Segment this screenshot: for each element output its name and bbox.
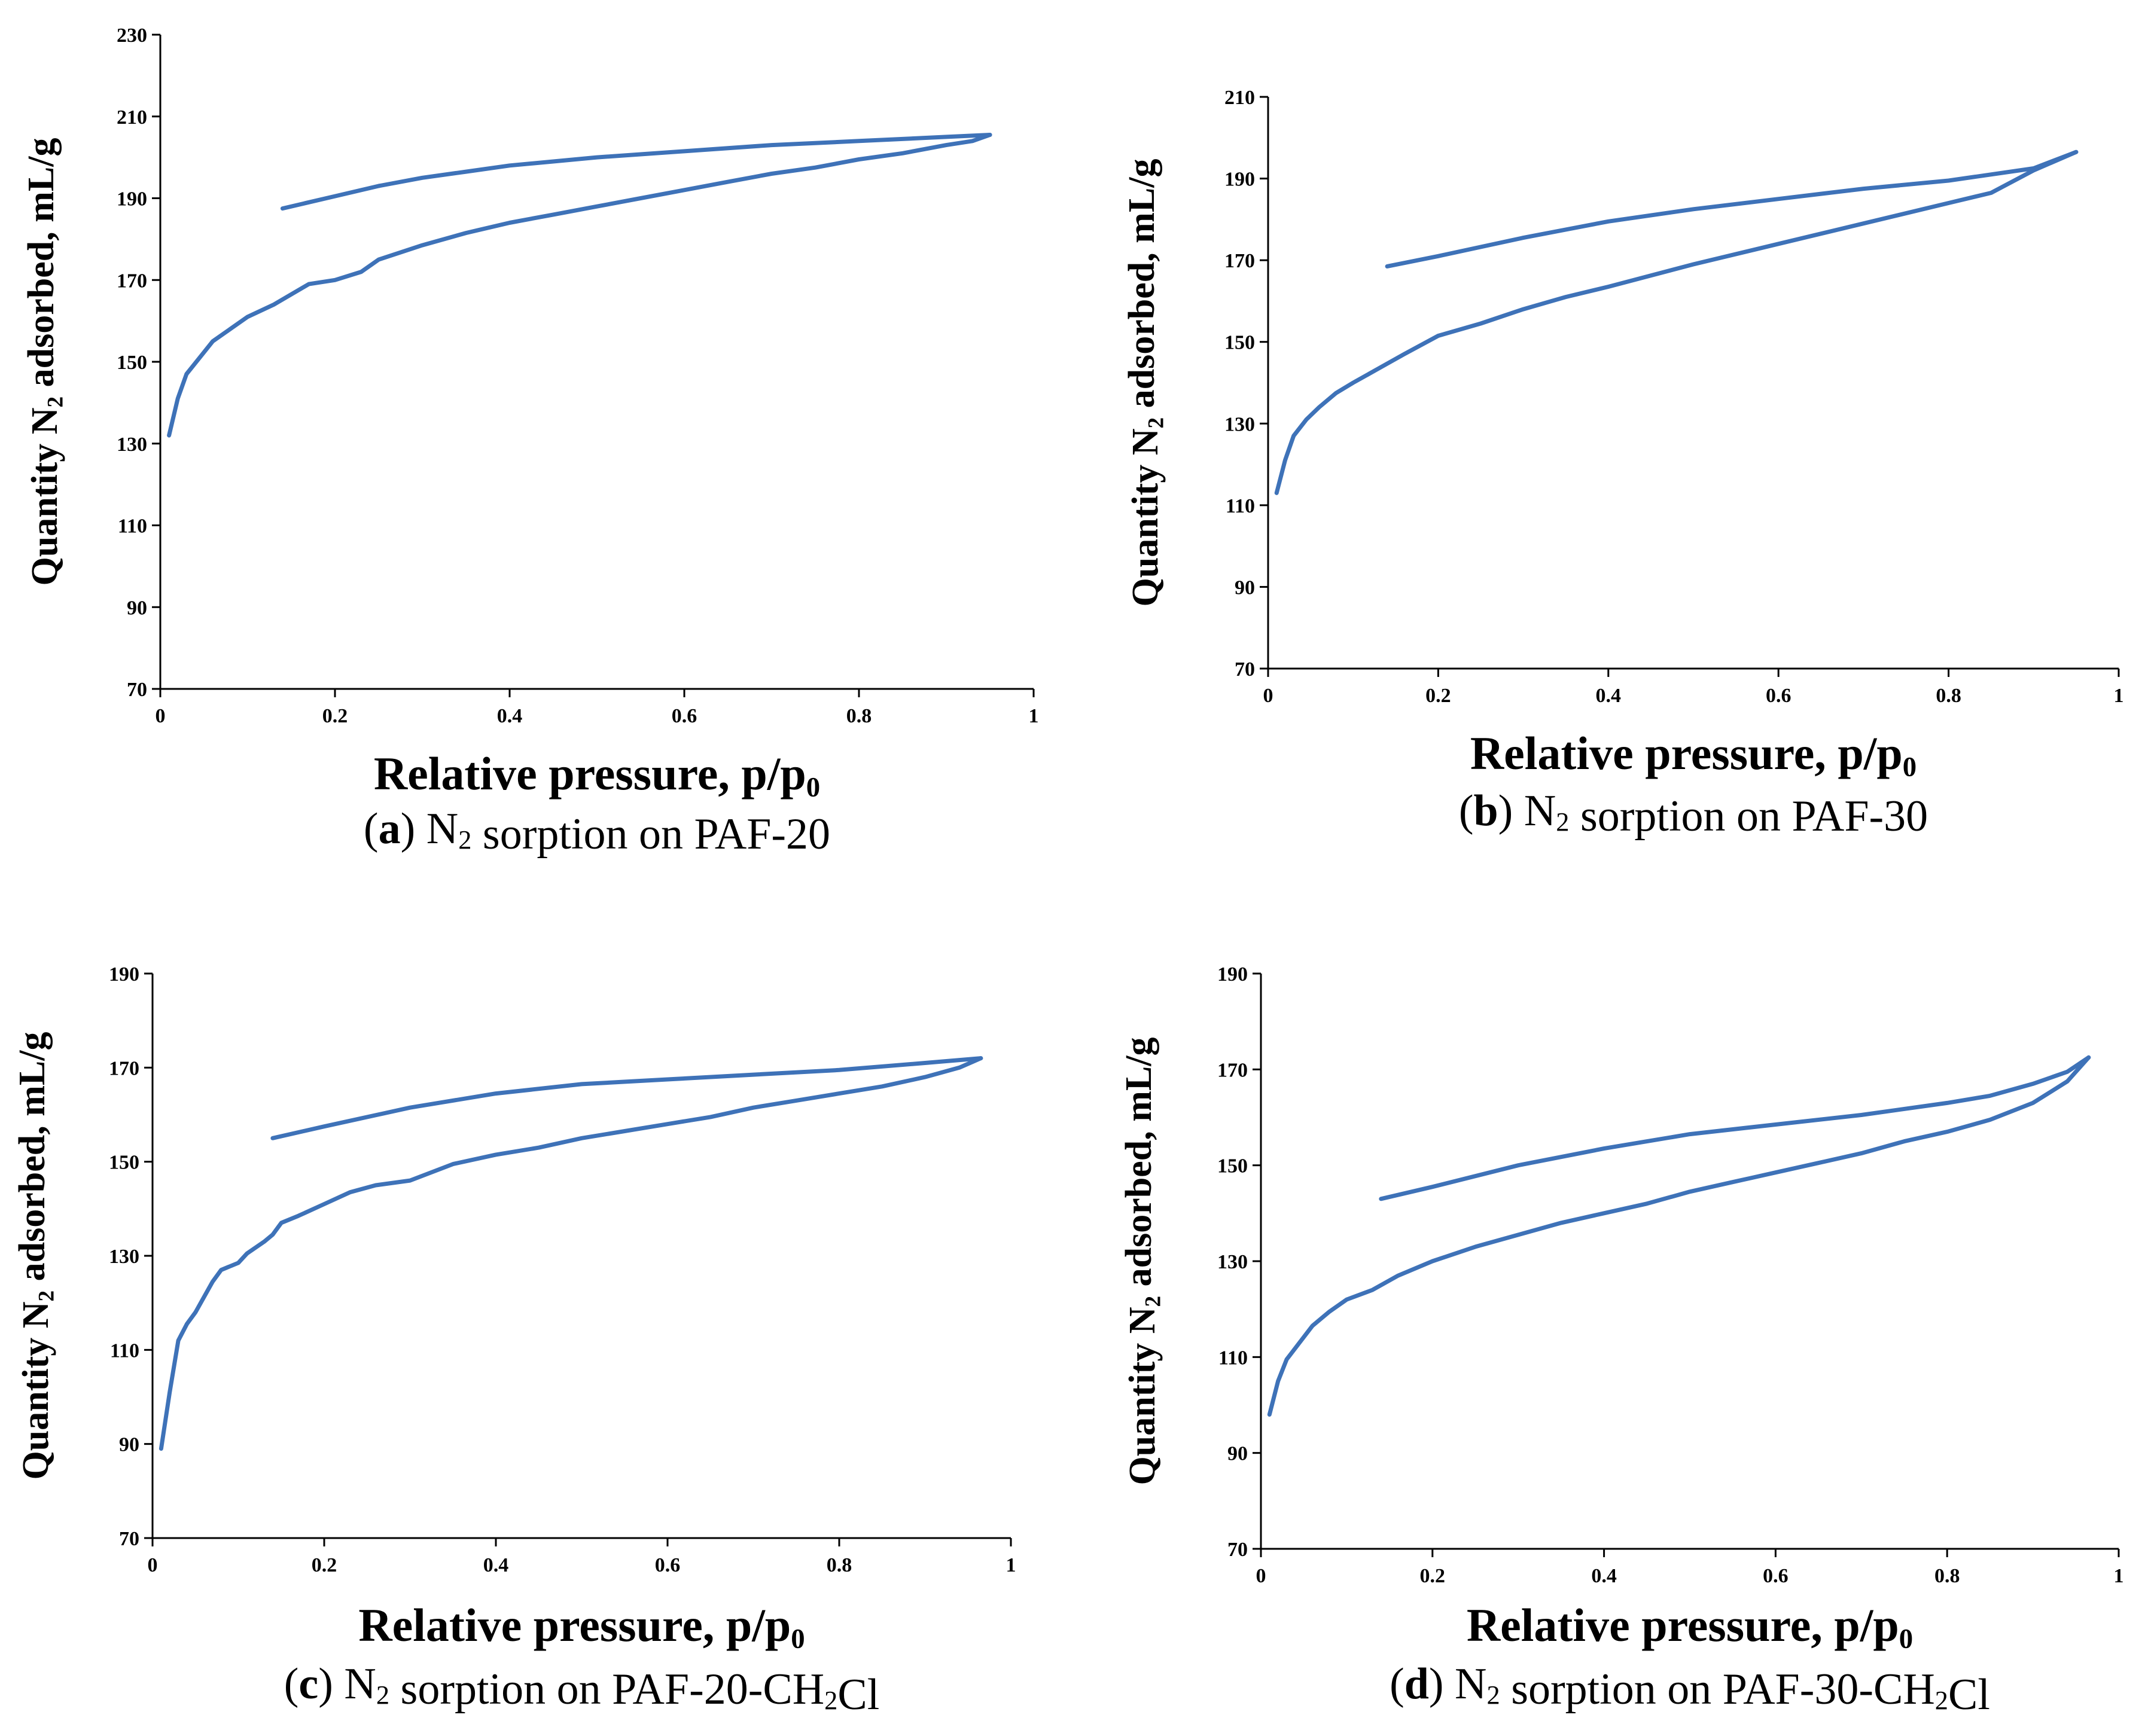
y-tick-label: 70 [119, 1528, 139, 1550]
x-tick-label: 0.2 [322, 705, 348, 727]
y-axis-title: Quantity N2 adsorbed, mL/g [12, 1032, 59, 1480]
x-tick-label: 1 [2114, 1565, 2124, 1587]
series-line-adsorption [1274, 150, 2079, 495]
x-tick-label: 0.2 [1425, 685, 1451, 707]
y-tick-label: 130 [117, 434, 147, 456]
chart-panel-a: 70 90 110 130 150 170 190 210 230 0 0.2 0.4 0.6 0.8 1 R… [21, 25, 1039, 859]
y-tick-label: 190 [117, 188, 147, 210]
x-tick-label: 0 [1256, 1565, 1266, 1587]
chart-panel-c: 70 90 110 130 150 170 190 0 0.2 0.4 0.6 0.8 1 Relativ… [12, 963, 1016, 1719]
panel-caption: (a) N2 sorption on PAF-20 [364, 804, 830, 859]
x-tick-label: 0.2 [312, 1554, 337, 1576]
y-tick-label: 170 [1224, 250, 1255, 272]
x-tick-label: 0.6 [672, 705, 697, 727]
y-tick-label: 110 [1218, 1347, 1248, 1369]
y-tick-label: 70 [1227, 1539, 1248, 1561]
series-line-desorption [1385, 150, 2079, 269]
y-tick-label: 110 [118, 515, 147, 538]
y-tick-label: 210 [117, 106, 147, 129]
series-line-adsorption [1267, 1055, 2091, 1417]
y-tick-label: 130 [109, 1246, 139, 1268]
y-tick-label: 70 [1235, 658, 1255, 681]
y-tick-label: 190 [1217, 963, 1248, 986]
y-tick-label: 190 [1224, 169, 1255, 191]
x-axis-title: Relative pressure, p/p0 [1467, 1599, 1913, 1655]
x-tick-label: 0.2 [1420, 1565, 1446, 1587]
y-tick-label: 150 [1224, 332, 1255, 354]
x-tick-label: 0.8 [827, 1554, 852, 1576]
y-tick-label: 110 [1226, 495, 1255, 517]
y-tick-label: 150 [117, 352, 147, 374]
y-tick-label: 90 [1227, 1443, 1248, 1465]
x-tick-label: 1 [1029, 705, 1039, 727]
y-tick-label: 90 [127, 597, 147, 619]
series-line-desorption [1379, 1055, 2091, 1201]
x-tick-label: 0.8 [1936, 685, 1961, 707]
y-tick-label: 150 [109, 1152, 139, 1174]
y-tick-label: 70 [127, 679, 147, 701]
series-line-adsorption [167, 133, 992, 438]
x-tick-label: 0 [156, 705, 166, 727]
x-tick-label: 0.6 [1763, 1565, 1788, 1587]
y-tick-label: 130 [1217, 1251, 1248, 1273]
y-tick-label: 130 [1224, 413, 1255, 435]
panel-caption: (b) N2 sorption on PAF-30 [1459, 786, 1928, 841]
chart-panel-b: 70 90 110 130 150 170 190 210 0 0.2 0.4 0.6 0.8 1 Rela… [1122, 87, 2124, 841]
x-axis-title: Relative pressure, p/p0 [374, 748, 820, 803]
y-tick-label: 210 [1224, 87, 1255, 109]
y-axis-title: Quantity N2 adsorbed, mL/g [1119, 1038, 1166, 1485]
y-tick-label: 110 [110, 1340, 139, 1362]
x-axis-title: Relative pressure, p/p0 [1470, 727, 1917, 783]
x-tick-label: 1 [2114, 685, 2124, 707]
series-line-adsorption [159, 1056, 983, 1451]
x-tick-label: 0.6 [655, 1554, 681, 1576]
chart-panel-d: 70 90 110 130 150 170 190 0 0.2 0.4 0.6 0.8 1 Relativ… [1119, 963, 2124, 1719]
x-tick-label: 0 [1263, 685, 1273, 707]
x-tick-label: 0.6 [1766, 685, 1791, 707]
x-tick-label: 0.4 [497, 705, 523, 727]
y-tick-label: 170 [117, 270, 147, 292]
y-tick-label: 150 [1217, 1155, 1248, 1177]
x-tick-label: 0 [148, 1554, 158, 1576]
y-tick-label: 170 [109, 1057, 139, 1079]
y-tick-label: 90 [119, 1434, 139, 1456]
y-tick-label: 90 [1235, 576, 1255, 599]
panel-caption: (d) N2 sorption on PAF-30-CH2Cl [1390, 1659, 1990, 1719]
y-tick-label: 190 [109, 963, 139, 986]
x-axis-title: Relative pressure, p/p0 [358, 1599, 805, 1655]
x-tick-label: 0.4 [1591, 1565, 1617, 1587]
x-tick-label: 1 [1006, 1554, 1016, 1576]
y-tick-label: 230 [117, 25, 147, 47]
x-tick-label: 0.4 [1596, 685, 1622, 707]
y-axis-title: Quantity N2 adsorbed, mL/g [1122, 159, 1169, 607]
x-tick-label: 0.4 [483, 1554, 509, 1576]
x-tick-label: 0.8 [1934, 1565, 1960, 1587]
series-line-desorption [270, 1056, 983, 1140]
panel-caption: (c) N2 sorption on PAF-20-CH2Cl [284, 1659, 880, 1719]
x-tick-label: 0.8 [846, 705, 872, 727]
y-axis-title: Quantity N2 adsorbed, mL/g [21, 138, 68, 586]
y-tick-label: 170 [1217, 1059, 1248, 1081]
series-line-desorption [280, 133, 992, 211]
